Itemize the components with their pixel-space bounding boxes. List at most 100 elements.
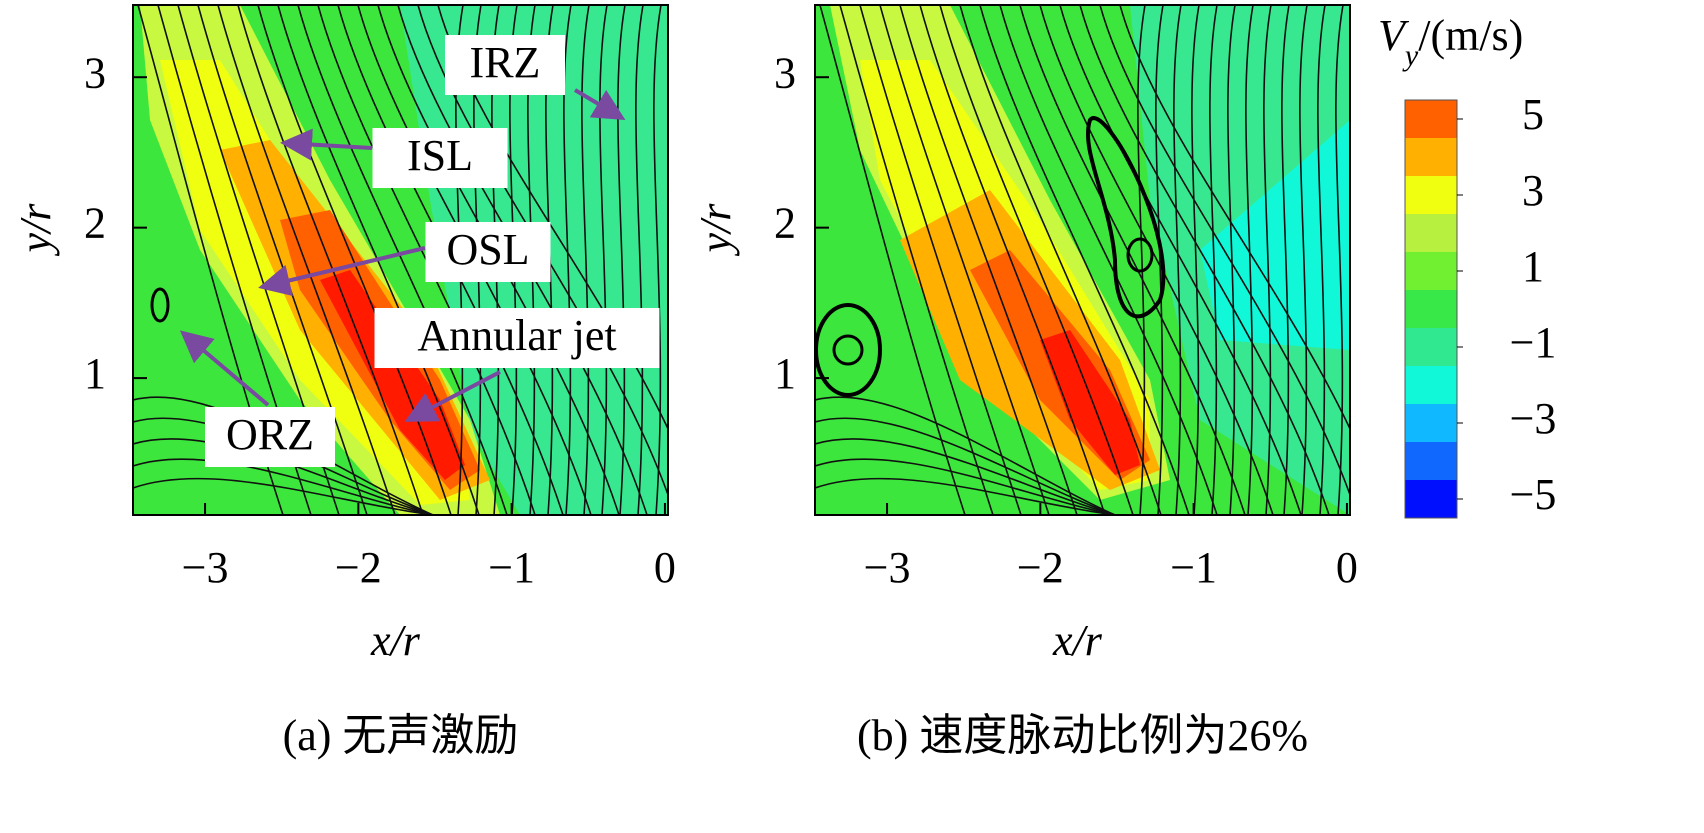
- vortex-marks: [150, 116, 1166, 397]
- x-axis-label: x/r: [1052, 616, 1103, 665]
- caption: (b) 速度脉动比例为26%: [857, 711, 1308, 760]
- streamline: [133, 477, 434, 515]
- streamline: [939, 5, 1134, 515]
- x-tick-label: −2: [335, 543, 382, 592]
- annotation-box: [372, 128, 508, 188]
- annotation-box: [205, 407, 335, 467]
- streamline: [1299, 5, 1308, 515]
- streamline: [133, 458, 434, 515]
- colorbar-band: [1405, 480, 1457, 518]
- streamline: [1099, 5, 1350, 498]
- y-tick-label: 2: [84, 199, 106, 248]
- x-tick-label: 0: [654, 543, 676, 592]
- streamline: [635, 5, 644, 515]
- annotation-box: [374, 308, 660, 368]
- x-axis-label: x/r: [370, 616, 421, 665]
- streamline: [1079, 5, 1330, 515]
- panel: −3 −2 −1 0 1 2 3 x/r y/r (b) 速度脉动比例为26%: [691, 4, 1358, 760]
- colorbar-title: Vy/(m/s): [1378, 11, 1523, 72]
- annotation: Annular jet: [417, 311, 616, 360]
- y-tick-label: 1: [84, 349, 106, 398]
- colorbar-tick-label: 1: [1522, 242, 1544, 291]
- panels: −3 −2 −1 0 1 2 3 x/r y/r (a) 无声激励 IRZ ISL OSL Annular…: [11, 4, 1358, 760]
- panel: −3 −2 −1 0 1 2 3 x/r y/r (a) 无声激励 IRZ ISL OSL Annular…: [11, 4, 676, 760]
- streamline: [959, 5, 1162, 515]
- colorbar-tick-label: −1: [1510, 318, 1557, 367]
- colorbar-band: [1405, 252, 1457, 290]
- streamline: [1209, 5, 1218, 515]
- annotation: IRZ: [470, 38, 541, 87]
- arrows: [179, 88, 626, 422]
- streamline: [653, 5, 662, 515]
- y-axis-label: y/r: [11, 203, 60, 257]
- caption: (a) 无声激励: [283, 711, 519, 760]
- streamline: [1263, 5, 1272, 515]
- streamline-group: [815, 5, 1350, 515]
- streamline: [899, 5, 1078, 515]
- streamline: [1317, 5, 1326, 515]
- colorbar-subscript: y: [1402, 39, 1419, 72]
- streamline: [1119, 5, 1350, 431]
- x-tick-label: −3: [864, 543, 911, 592]
- colorbar-band: [1405, 176, 1457, 214]
- annotation: OSL: [446, 225, 529, 274]
- colorbar-symbol: V: [1378, 11, 1410, 60]
- colorbar-tick-label: −5: [1510, 470, 1557, 519]
- streamline: [1155, 5, 1164, 515]
- field-b: [815, 5, 1350, 515]
- annotation: ORZ: [226, 410, 314, 459]
- colorbar-tick-label: 3: [1522, 166, 1544, 215]
- streamline: [317, 5, 536, 515]
- streamline: [1019, 5, 1246, 515]
- streamline: [999, 5, 1218, 515]
- streamline: [197, 5, 368, 515]
- streamline: [815, 458, 1116, 515]
- streamline: [815, 438, 1116, 515]
- annotation-box: [425, 222, 551, 282]
- streamline: [1173, 5, 1182, 515]
- colorbar-band: [1405, 290, 1457, 328]
- streamlines: [133, 5, 1350, 515]
- y-tick-label: 3: [774, 48, 796, 97]
- streamline: [879, 5, 1050, 515]
- x-tick-label: −3: [182, 543, 229, 592]
- annotation-box: [445, 35, 565, 95]
- colorbar-tick-label: −3: [1510, 394, 1557, 443]
- streamline: [815, 477, 1116, 515]
- colorbar-band: [1405, 328, 1457, 366]
- colorbar-band: [1405, 138, 1457, 176]
- streamline-group: [133, 5, 668, 515]
- y-axis-label: y/r: [691, 203, 740, 257]
- colorbar-band: [1405, 442, 1457, 480]
- streamline: [257, 5, 452, 515]
- streamline: [1281, 5, 1290, 515]
- y-tick-label: 1: [774, 349, 796, 398]
- y-tick-label: 2: [774, 199, 796, 248]
- streamline: [563, 5, 572, 515]
- plot-frame: [814, 4, 1351, 516]
- streamline: [237, 5, 424, 515]
- streamline: [1137, 5, 1146, 515]
- streamline: [859, 5, 1022, 515]
- streamline: [617, 5, 626, 515]
- colorbar: Vy/(m/s) 5 3 1 −1 −3 −5: [1378, 11, 1556, 519]
- streamline: [1245, 5, 1254, 515]
- streamline: [1227, 5, 1236, 515]
- colorbar-band: [1405, 404, 1457, 442]
- x-tick-label: 0: [1336, 543, 1358, 592]
- x-tick-label: −1: [488, 543, 535, 592]
- streamline: [217, 5, 396, 515]
- streamline: [581, 5, 590, 515]
- streamline: [919, 5, 1106, 515]
- streamline: [815, 396, 1116, 515]
- colorbar-unit: /(m/s): [1418, 11, 1523, 60]
- colorbar-frame: [1404, 99, 1458, 519]
- x-tick-label: −2: [1017, 543, 1064, 592]
- streamline: [815, 417, 1116, 515]
- streamline: [1059, 5, 1302, 515]
- colorbar-band: [1405, 100, 1457, 138]
- streamline: [1191, 5, 1200, 515]
- y-tick-label: 3: [84, 48, 106, 97]
- x-tick-label: −1: [1170, 543, 1217, 592]
